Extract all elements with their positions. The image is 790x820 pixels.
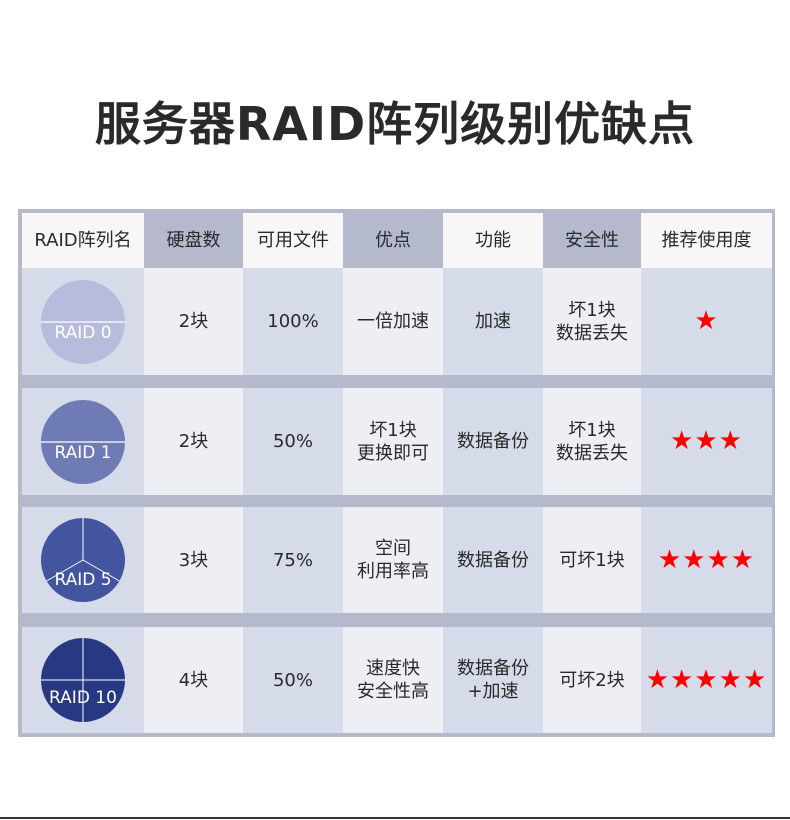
table-cell-name: RAID 1	[22, 388, 144, 495]
table-cell-function: 数据备份 +加速	[443, 627, 543, 733]
page-title: 服务器RAID阵列级别优缺点	[94, 97, 696, 151]
raid-table: RAID阵列名 硬盘数 可用文件 优点 功能 安全性 推荐使用度 RAID 0 2块 100% 一倍…	[18, 209, 775, 737]
column-header: 功能	[443, 213, 543, 268]
column-header: 硬盘数	[144, 213, 243, 268]
column-header: 优点	[343, 213, 443, 268]
cell-text: 100%	[267, 311, 319, 332]
table-cell-pros: 空间 利用率高	[343, 507, 443, 613]
cell-text: 2块	[178, 431, 209, 452]
table-cell-stars: ★	[641, 268, 772, 375]
divider	[0, 817, 790, 819]
table-cell-pros: 一倍加速	[343, 268, 443, 375]
cell-text: 速度快 安全性高	[357, 658, 429, 702]
cell-text: 2块	[178, 311, 209, 332]
table-cell-usable: 50%	[243, 627, 343, 733]
table-cell-safety: 坏1块 数据丢失	[543, 388, 641, 495]
cell-text: 数据备份	[457, 431, 529, 452]
cell-text: 可坏1块	[559, 549, 625, 571]
column-header: 可用文件	[243, 213, 343, 268]
column-header: 安全性	[543, 213, 641, 268]
raid-label: RAID 0	[54, 323, 111, 343]
rating-stars: ★★★★★	[645, 664, 768, 695]
table-cell-name: RAID 5	[22, 507, 144, 613]
table-cell-usable: 75%	[243, 507, 343, 613]
cell-text: 空间 利用率高	[357, 538, 429, 582]
cell-text: 3块	[178, 549, 209, 571]
table-cell-name: RAID 0	[22, 268, 144, 375]
rating-stars: ★★★	[670, 426, 743, 456]
cell-text: 坏1块 更换即可	[357, 419, 429, 464]
table-cell-disks: 2块	[144, 268, 243, 375]
table-cell-stars: ★★★★	[641, 507, 772, 613]
cell-text: 一倍加速	[357, 311, 429, 332]
table-cell-disks: 2块	[144, 388, 243, 495]
table-cell-usable: 50%	[243, 388, 343, 495]
cell-text: 75%	[272, 549, 313, 571]
table-cell-function: 数据备份	[443, 388, 543, 495]
cell-text: 数据备份	[457, 549, 529, 571]
cell-text: 坏1块 数据丢失	[556, 299, 628, 344]
table-cell-safety: 可坏2块	[543, 627, 641, 733]
cell-text: 加速	[475, 311, 511, 332]
column-header: RAID阵列名	[22, 213, 144, 268]
raid-label: RAID 10	[49, 688, 117, 708]
cell-text: 50%	[272, 431, 313, 452]
raid-diagram-icon: RAID 5	[41, 518, 125, 602]
table-cell-usable: 100%	[243, 268, 343, 375]
raid-diagram-icon: RAID 0	[41, 279, 125, 364]
rating-stars: ★★★★	[657, 544, 756, 575]
cell-text: 50%	[272, 669, 313, 691]
table-cell-function: 数据备份	[443, 507, 543, 613]
table-cell-name: RAID 10	[22, 627, 144, 733]
column-header: 推荐使用度	[641, 213, 772, 268]
table-cell-safety: 可坏1块	[543, 507, 641, 613]
table-cell-stars: ★★★	[641, 388, 772, 495]
table-cell-pros: 速度快 安全性高	[343, 627, 443, 733]
raid-label: RAID 1	[54, 443, 111, 463]
table-cell-safety: 坏1块 数据丢失	[543, 268, 641, 375]
table-cell-disks: 4块	[144, 627, 243, 733]
table-cell-pros: 坏1块 更换即可	[343, 388, 443, 495]
cell-text: 可坏2块	[559, 669, 625, 691]
raid-diagram-icon: RAID 10	[41, 638, 125, 722]
cell-text: 数据备份 +加速	[457, 658, 529, 702]
cell-text: 4块	[178, 669, 209, 691]
cell-text: 坏1块 数据丢失	[556, 419, 628, 464]
rating-stars: ★	[694, 306, 719, 336]
table-cell-disks: 3块	[144, 507, 243, 613]
raid-diagram-icon: RAID 1	[41, 399, 125, 484]
table-cell-stars: ★★★★★	[641, 627, 772, 733]
table-cell-function: 加速	[443, 268, 543, 375]
raid-label: RAID 5	[54, 570, 111, 590]
